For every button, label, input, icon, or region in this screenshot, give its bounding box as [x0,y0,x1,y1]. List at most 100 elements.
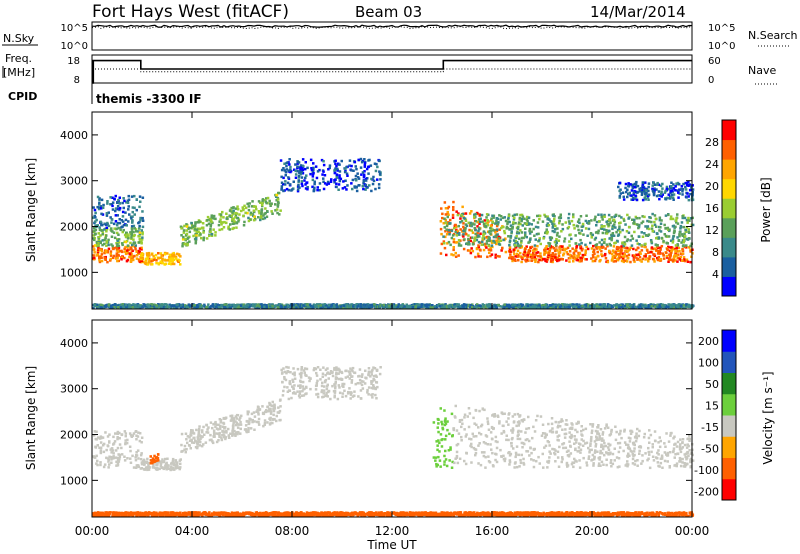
range-time-cell [170,461,174,465]
range-time-cell [474,236,477,239]
range-time-cell [217,223,221,227]
range-time-cell [132,466,136,469]
frequency-series [92,59,692,84]
range-time-cell [273,304,277,308]
range-time-cell [353,304,357,308]
range-time-cell [161,458,164,461]
range-time-cell [443,217,446,220]
range-time-cell [587,303,590,307]
range-time-cell [182,235,185,239]
range-time-cell [152,303,156,306]
range-time-cell [642,305,645,308]
range-time-cell [93,304,97,307]
range-time-cell [153,466,157,469]
range-time-cell [176,461,179,465]
range-time-cell [198,444,202,447]
range-time-cell [669,251,673,254]
range-time-cell [563,237,567,240]
range-time-cell [367,306,371,309]
range-time-cell [278,409,282,413]
range-time-cell [641,215,644,218]
range-time-cell [478,227,481,231]
range-time-cell [545,260,549,263]
range-time-cell [546,222,549,225]
range-time-cell [581,247,584,251]
range-time-cell [616,249,620,253]
range-time-cell [285,161,288,165]
range-time-cell [143,303,147,307]
range-time-cell [621,241,624,244]
range-time-cell [621,191,625,194]
range-time-cell [647,193,651,196]
range-time-cell [141,225,145,229]
range-time-cell [373,303,376,306]
range-time-cell [166,463,169,467]
range-time-cell [299,172,303,176]
range-time-cell [544,215,547,218]
range-time-cell [270,210,273,213]
range-time-cell [115,227,118,230]
range-time-cell [545,245,548,248]
range-time-cell [660,190,663,193]
range-time-cell [684,304,688,308]
range-time-cell [357,303,361,307]
range-time-cell [117,246,121,249]
range-time-cell [594,215,597,219]
range-time-cell [519,303,523,306]
range-time-cell [92,434,96,437]
range-time-cell [659,230,663,233]
range-time-cell [482,248,486,252]
range-time-cell [195,230,199,234]
y-tick-label: 4000 [60,129,88,142]
range-time-cell [99,461,102,464]
range-time-cell [148,254,151,257]
range-time-cell [559,215,562,219]
range-time-cell [520,218,524,221]
range-time-cell [649,306,653,310]
range-time-cell [116,464,120,467]
range-time-cell [659,226,662,229]
range-time-cell [194,440,198,443]
range-time-cell [456,229,459,233]
range-time-cell [469,303,472,307]
range-time-cell [180,227,183,230]
range-time-cell [681,216,684,220]
range-time-cell [218,213,221,216]
range-time-cell [445,233,449,236]
range-time-cell [348,164,351,167]
range-time-cell [112,435,115,439]
range-time-cell [190,434,193,437]
range-time-cell [165,304,169,307]
range-time-cell [490,241,494,244]
range-time-cell [259,217,263,220]
range-time-cell [206,431,210,434]
range-time-cell [489,246,492,250]
range-time-cell [218,434,221,437]
range-time-cell [385,306,389,309]
range-time-cell [313,182,316,186]
range-time-cell [96,195,100,199]
range-time-cell [117,198,120,202]
range-time-cell [651,212,654,216]
range-time-cell [526,252,530,255]
range-time-cell [443,246,447,250]
range-time-cell [297,305,300,309]
range-time-cell [363,161,367,164]
range-time-cell [135,438,138,441]
colorbar-tick-label: 8 [712,246,719,259]
range-time-cell [577,228,580,232]
range-time-cell [535,232,539,236]
range-time-cell [683,245,687,249]
range-time-cell [128,213,131,216]
range-time-cell [552,220,556,223]
range-time-cell [682,225,686,229]
range-time-cell [278,213,281,216]
range-time-cell [346,375,350,378]
range-time-cell [439,220,443,223]
range-time-cell [672,187,676,190]
range-time-cell [283,169,287,172]
range-time-cell [246,412,250,416]
range-time-cell [301,168,305,172]
range-time-cell [225,221,228,225]
range-time-cell [275,208,279,211]
